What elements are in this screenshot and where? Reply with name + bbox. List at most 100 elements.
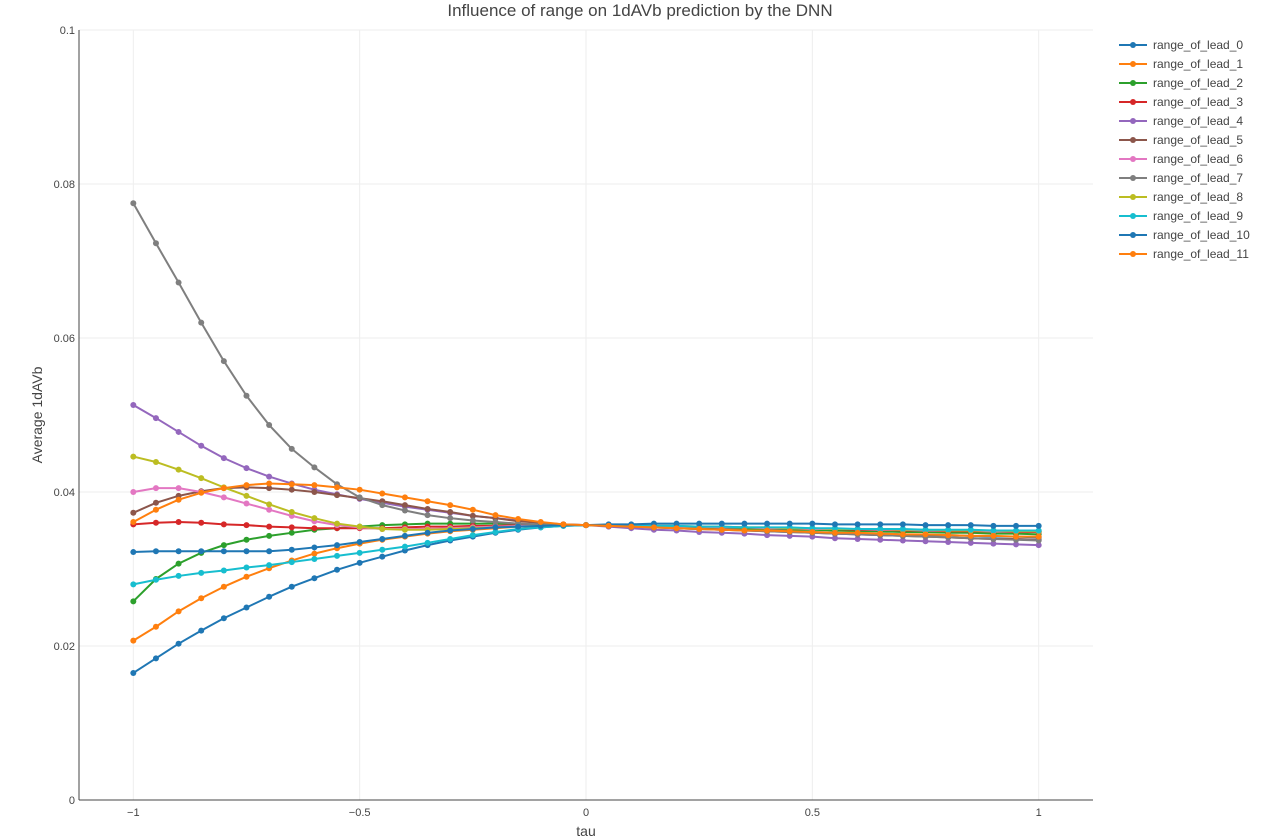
data-point[interactable] — [266, 548, 273, 555]
data-point[interactable] — [424, 529, 431, 536]
data-point[interactable] — [175, 496, 182, 503]
data-point[interactable] — [899, 525, 906, 532]
data-point[interactable] — [424, 512, 431, 519]
data-point[interactable] — [673, 525, 680, 532]
data-point[interactable] — [831, 529, 838, 536]
data-point[interactable] — [1013, 527, 1020, 534]
data-point[interactable] — [356, 559, 363, 566]
data-point[interactable] — [198, 489, 205, 496]
legend-item[interactable]: range_of_lead_2 — [1119, 76, 1243, 90]
data-point[interactable] — [220, 615, 227, 622]
data-point[interactable] — [288, 509, 295, 516]
data-point[interactable] — [266, 473, 273, 480]
data-point[interactable] — [673, 520, 680, 527]
data-point[interactable] — [175, 608, 182, 615]
data-point[interactable] — [130, 637, 137, 644]
data-point[interactable] — [560, 521, 567, 528]
data-point[interactable] — [628, 523, 635, 530]
data-point[interactable] — [967, 522, 974, 529]
data-point[interactable] — [220, 521, 227, 528]
data-point[interactable] — [877, 525, 884, 532]
legend-item[interactable]: range_of_lead_6 — [1119, 152, 1243, 166]
data-point[interactable] — [809, 529, 816, 536]
data-point[interactable] — [764, 520, 771, 527]
data-point[interactable] — [967, 539, 974, 546]
data-point[interactable] — [243, 522, 250, 529]
data-point[interactable] — [175, 466, 182, 473]
data-point[interactable] — [198, 442, 205, 449]
data-point[interactable] — [243, 465, 250, 472]
data-point[interactable] — [831, 535, 838, 542]
data-point[interactable] — [922, 526, 929, 533]
data-point[interactable] — [877, 530, 884, 537]
data-point[interactable] — [152, 240, 159, 247]
data-point[interactable] — [356, 494, 363, 501]
data-point[interactable] — [152, 576, 159, 583]
data-point[interactable] — [130, 401, 137, 408]
data-point[interactable] — [899, 521, 906, 528]
data-point[interactable] — [809, 520, 816, 527]
data-point[interactable] — [311, 482, 318, 489]
data-point[interactable] — [922, 531, 929, 538]
data-point[interactable] — [379, 490, 386, 497]
data-point[interactable] — [130, 669, 137, 676]
data-point[interactable] — [447, 515, 454, 522]
data-point[interactable] — [922, 538, 929, 545]
legend-item[interactable]: range_of_lead_3 — [1119, 95, 1243, 109]
data-point[interactable] — [243, 536, 250, 543]
data-point[interactable] — [288, 559, 295, 566]
data-point[interactable] — [447, 509, 454, 516]
data-point[interactable] — [130, 200, 137, 207]
data-point[interactable] — [718, 520, 725, 527]
data-point[interactable] — [152, 458, 159, 465]
data-point[interactable] — [243, 500, 250, 507]
data-point[interactable] — [1035, 533, 1042, 540]
data-point[interactable] — [854, 521, 861, 528]
data-point[interactable] — [311, 464, 318, 471]
data-point[interactable] — [334, 484, 341, 491]
data-point[interactable] — [175, 548, 182, 555]
data-point[interactable] — [243, 573, 250, 580]
data-point[interactable] — [198, 475, 205, 482]
data-point[interactable] — [334, 566, 341, 573]
data-point[interactable] — [945, 522, 952, 529]
data-point[interactable] — [198, 519, 205, 526]
data-point[interactable] — [152, 655, 159, 662]
data-point[interactable] — [130, 453, 137, 460]
data-point[interactable] — [492, 529, 499, 536]
data-point[interactable] — [877, 536, 884, 543]
data-point[interactable] — [175, 485, 182, 492]
data-point[interactable] — [1013, 533, 1020, 540]
data-point[interactable] — [266, 532, 273, 539]
data-point[interactable] — [469, 512, 476, 519]
data-point[interactable] — [356, 486, 363, 493]
data-point[interactable] — [220, 548, 227, 555]
data-point[interactable] — [469, 525, 476, 532]
data-point[interactable] — [175, 560, 182, 567]
data-point[interactable] — [696, 525, 703, 532]
data-point[interactable] — [243, 564, 250, 571]
data-point[interactable] — [379, 535, 386, 542]
data-point[interactable] — [492, 519, 499, 526]
legend-item[interactable]: range_of_lead_1 — [1119, 57, 1243, 71]
data-point[interactable] — [334, 542, 341, 549]
data-point[interactable] — [945, 532, 952, 539]
data-point[interactable] — [741, 527, 748, 534]
data-point[interactable] — [334, 552, 341, 559]
data-point[interactable] — [311, 544, 318, 551]
data-point[interactable] — [1035, 527, 1042, 534]
data-point[interactable] — [990, 532, 997, 539]
data-point[interactable] — [288, 524, 295, 531]
data-point[interactable] — [696, 520, 703, 527]
data-point[interactable] — [447, 502, 454, 509]
data-point[interactable] — [356, 523, 363, 530]
legend-item[interactable]: range_of_lead_8 — [1119, 190, 1243, 204]
legend-item[interactable]: range_of_lead_10 — [1119, 228, 1250, 242]
data-point[interactable] — [967, 532, 974, 539]
data-point[interactable] — [741, 520, 748, 527]
legend[interactable]: range_of_lead_0 range_of_lead_1 range_of_l… — [1119, 38, 1250, 261]
data-point[interactable] — [605, 522, 612, 529]
data-point[interactable] — [220, 485, 227, 492]
data-point[interactable] — [311, 515, 318, 522]
data-point[interactable] — [854, 535, 861, 542]
